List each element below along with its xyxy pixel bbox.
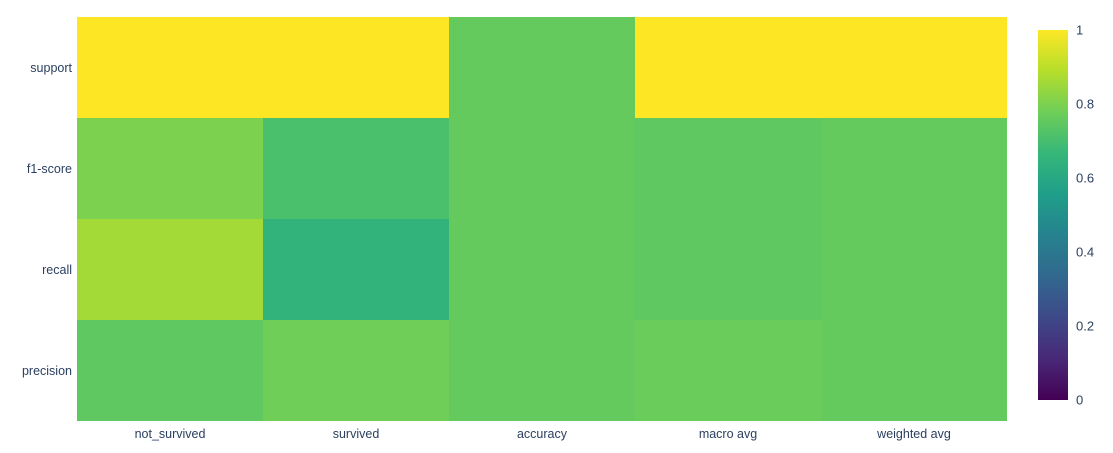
heatmap-cell-precision-survived xyxy=(263,320,449,421)
colorbar-gradient xyxy=(1038,30,1068,400)
y-tick-label-recall: recall xyxy=(42,262,72,277)
heatmap-cell-f1-score-macro avg xyxy=(635,118,821,219)
heatmap-cell-precision-accuracy xyxy=(449,320,635,421)
heatmap-cell-precision-weighted avg xyxy=(821,320,1007,421)
x-tick-label-survived: survived xyxy=(332,427,380,441)
heatmap-cell-f1-score-survived xyxy=(263,118,449,219)
heatmap-cell-f1-score-not_survived xyxy=(77,118,263,219)
heatmap-cell-recall-macro avg xyxy=(635,219,821,320)
y-tick-label-precision: precision xyxy=(21,363,72,378)
heatmap-cell-f1-score-weighted avg xyxy=(821,118,1007,219)
y-tick-label-support: support xyxy=(30,60,72,75)
heatmap-cell-support-accuracy xyxy=(449,17,635,118)
colorbar-tick-label-0: 0 xyxy=(1076,392,1084,408)
heatmap-cell-support-survived xyxy=(263,17,449,118)
x-tick-label-not_survived: not_survived xyxy=(134,427,206,441)
heatmap-cell-precision-macro avg xyxy=(635,320,821,421)
colorbar-tick-label-0.4: 0.4 xyxy=(1076,244,1095,260)
colorbar-tick-label-0.6: 0.6 xyxy=(1076,170,1095,186)
heatmap-grid xyxy=(77,17,1007,421)
heatmap-cell-support-not_survived xyxy=(77,17,263,118)
colorbar-tick-label-1: 1 xyxy=(1076,22,1084,38)
colorbar-tick-label-0.8: 0.8 xyxy=(1076,96,1095,112)
heatmap-cell-precision-not_survived xyxy=(77,320,263,421)
heatmap-cell-recall-weighted avg xyxy=(821,219,1007,320)
heatmap-cell-recall-accuracy xyxy=(449,219,635,320)
heatmap-cell-recall-not_survived xyxy=(77,219,263,320)
y-tick-label-f1-score: f1-score xyxy=(26,161,72,176)
x-tick-label-accuracy: accuracy xyxy=(516,427,568,441)
heatmap-cell-support-weighted avg xyxy=(821,17,1007,118)
x-tick-label-weighted avg: weighted avg xyxy=(877,427,951,441)
heatmap-cell-support-macro avg xyxy=(635,17,821,118)
colorbar-tick-label-0.2: 0.2 xyxy=(1076,318,1095,334)
x-tick-label-macro avg: macro avg xyxy=(698,427,758,441)
heatmap-cell-recall-survived xyxy=(263,219,449,320)
heatmap-cell-f1-score-accuracy xyxy=(449,118,635,219)
